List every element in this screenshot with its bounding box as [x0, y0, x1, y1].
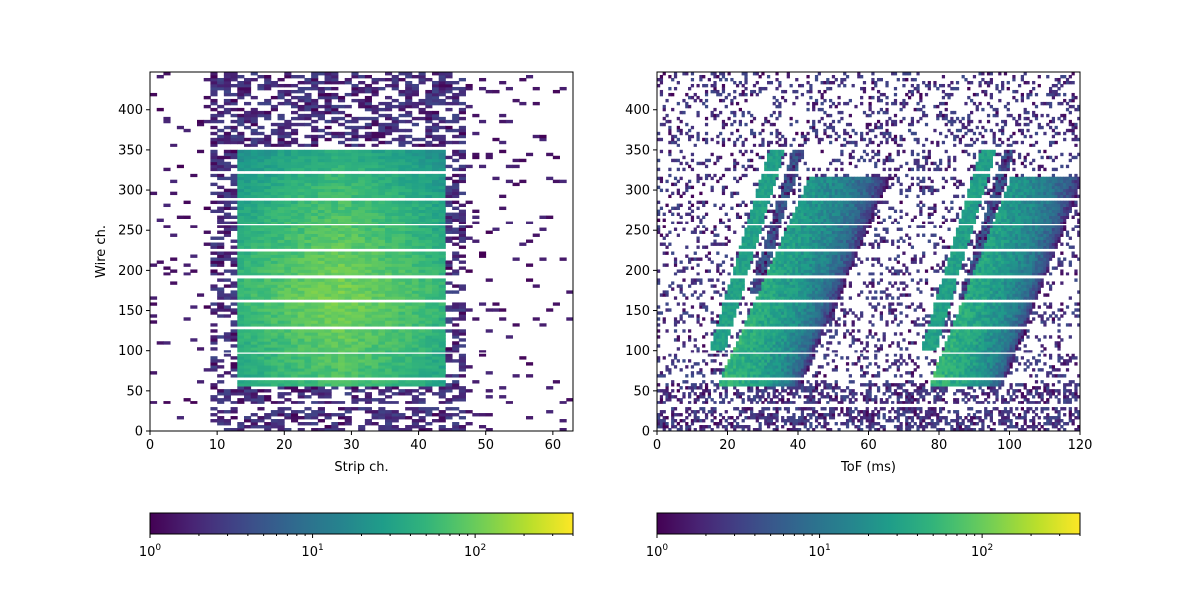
y-tick-label: 400 — [118, 103, 143, 118]
x-tick-label: 40 — [790, 438, 807, 453]
axes-frame — [149, 71, 574, 432]
colorbar-left: 100 101 102 — [139, 512, 574, 560]
x-axis-label: Strip ch. — [334, 460, 388, 475]
y-tick-label: 250 — [625, 224, 650, 239]
colorbar-right: 100 101 102 — [646, 512, 1081, 560]
x-tick-label: 10 — [209, 438, 226, 453]
y-tick-label: 200 — [118, 264, 143, 279]
x-tick-label: 40 — [410, 438, 427, 453]
x-tick-label: 0 — [653, 438, 661, 453]
colorbar-tick-label: 102 — [971, 543, 993, 560]
colorbar-tick-label: 101 — [808, 543, 830, 560]
x-tick-label: 60 — [545, 438, 562, 453]
x-tick-label: 120 — [1068, 438, 1093, 453]
colorbar-tick-label: 100 — [646, 543, 669, 560]
tof-wire-heatmap: 0 20 40 60 80 100 120 0 50 100 150 200 250 300 350 400 T… — [625, 71, 1093, 475]
heatmap-cells — [150, 72, 573, 431]
y-tick-label: 400 — [625, 103, 650, 118]
colorbar-gradient — [150, 513, 573, 534]
y-tick-label: 50 — [633, 384, 650, 399]
x-tick-label: 50 — [477, 438, 494, 453]
y-tick-label: 350 — [118, 143, 143, 158]
colorbar-gradient — [657, 513, 1080, 534]
x-tick-label: 0 — [146, 438, 154, 453]
x-tick-label: 60 — [860, 438, 877, 453]
x-tick-label: 20 — [719, 438, 736, 453]
y-tick-label: 150 — [625, 304, 650, 319]
colorbar-tick-label: 102 — [464, 543, 486, 560]
y-tick-label: 150 — [118, 304, 143, 319]
y-tick-label: 0 — [642, 425, 650, 440]
x-tick-label: 20 — [276, 438, 293, 453]
y-tick-label: 250 — [118, 224, 143, 239]
y-tick-label: 300 — [625, 184, 650, 199]
y-tick-label: 0 — [135, 425, 143, 440]
x-tick-label: 100 — [997, 438, 1022, 453]
x-tick-label: 30 — [343, 438, 360, 453]
y-tick-label: 300 — [118, 184, 143, 199]
y-tick-label: 100 — [118, 344, 143, 359]
y-tick-label: 100 — [625, 344, 650, 359]
y-tick-label: 200 — [625, 264, 650, 279]
x-axis-label: ToF (ms) — [840, 460, 896, 475]
y-tick-label: 50 — [126, 384, 143, 399]
y-tick-label: 350 — [625, 143, 650, 158]
heatmap-cells — [657, 72, 1080, 431]
colorbar-tick-label: 101 — [301, 543, 323, 560]
y-axis-label: Wire ch. — [94, 225, 109, 278]
colorbar-tick-label: 100 — [139, 543, 162, 560]
x-tick-label: 80 — [931, 438, 948, 453]
strip-wire-heatmap: 0 10 20 30 40 50 60 0 50 100 150 200 250 300 350 400 Str… — [94, 71, 574, 475]
